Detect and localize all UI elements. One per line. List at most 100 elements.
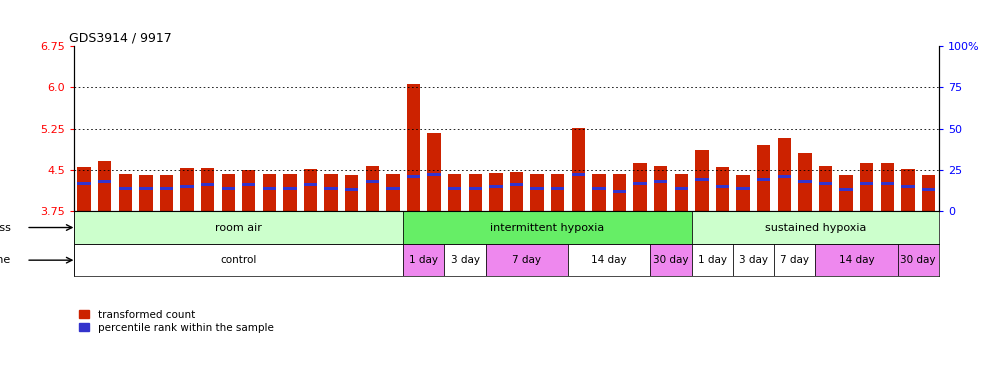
Bar bbox=[860, 182, 873, 185]
Bar bbox=[568, 244, 651, 276]
Bar bbox=[592, 187, 606, 190]
Text: intermittent hypoxia: intermittent hypoxia bbox=[491, 222, 605, 233]
Bar bbox=[159, 187, 173, 190]
Bar bbox=[572, 128, 585, 211]
Bar bbox=[839, 175, 853, 211]
Text: GDS3914 / 9917: GDS3914 / 9917 bbox=[70, 32, 172, 45]
Text: 7 day: 7 day bbox=[781, 255, 809, 265]
Bar bbox=[74, 244, 403, 276]
Bar bbox=[428, 173, 440, 176]
Bar bbox=[695, 149, 709, 211]
Bar bbox=[78, 167, 90, 211]
Bar bbox=[345, 175, 359, 211]
Bar bbox=[922, 188, 935, 191]
Text: 3 day: 3 day bbox=[450, 255, 480, 265]
Bar bbox=[221, 174, 235, 211]
Bar bbox=[531, 174, 544, 211]
Bar bbox=[881, 182, 894, 185]
Bar bbox=[469, 174, 482, 211]
Text: 1 day: 1 day bbox=[409, 255, 438, 265]
Bar bbox=[692, 244, 732, 276]
Bar bbox=[815, 244, 897, 276]
Bar bbox=[654, 166, 667, 211]
Bar bbox=[262, 187, 276, 190]
Text: sustained hypoxia: sustained hypoxia bbox=[765, 222, 866, 233]
Bar bbox=[486, 244, 568, 276]
Bar bbox=[159, 175, 173, 211]
Text: stress: stress bbox=[0, 222, 12, 233]
Bar bbox=[633, 182, 647, 185]
Bar bbox=[140, 175, 152, 211]
Bar bbox=[922, 175, 935, 211]
Bar bbox=[881, 163, 894, 211]
Text: 30 day: 30 day bbox=[900, 255, 936, 265]
Bar bbox=[674, 174, 688, 211]
Bar bbox=[74, 211, 403, 244]
Text: control: control bbox=[220, 255, 257, 265]
Bar bbox=[860, 163, 873, 211]
Text: 7 day: 7 day bbox=[512, 255, 542, 265]
Bar bbox=[736, 187, 750, 190]
Bar bbox=[774, 244, 815, 276]
Bar bbox=[221, 187, 235, 190]
Bar bbox=[242, 170, 256, 211]
Bar bbox=[403, 244, 444, 276]
Bar bbox=[839, 188, 853, 191]
Bar bbox=[651, 244, 692, 276]
Bar bbox=[572, 173, 585, 176]
Bar bbox=[798, 180, 812, 183]
Text: 3 day: 3 day bbox=[739, 255, 768, 265]
Bar bbox=[407, 175, 421, 178]
Bar bbox=[448, 174, 461, 211]
Bar bbox=[98, 161, 111, 211]
Bar bbox=[98, 180, 111, 183]
Bar bbox=[180, 168, 194, 211]
Bar bbox=[592, 174, 606, 211]
Bar bbox=[444, 244, 486, 276]
Bar bbox=[283, 187, 297, 190]
Bar bbox=[324, 187, 338, 190]
Bar bbox=[674, 187, 688, 190]
Bar bbox=[403, 211, 692, 244]
Bar bbox=[490, 173, 502, 211]
Bar bbox=[901, 185, 914, 188]
Text: 30 day: 30 day bbox=[654, 255, 689, 265]
Bar bbox=[510, 172, 523, 211]
Bar bbox=[180, 185, 194, 188]
Bar bbox=[819, 166, 833, 211]
Bar bbox=[119, 174, 132, 211]
Bar bbox=[428, 133, 440, 211]
Bar bbox=[551, 187, 564, 190]
Bar bbox=[119, 187, 132, 190]
Bar bbox=[757, 178, 771, 181]
Bar bbox=[324, 174, 338, 211]
Bar bbox=[304, 183, 318, 186]
Bar bbox=[531, 187, 544, 190]
Bar bbox=[819, 182, 833, 185]
Bar bbox=[716, 185, 729, 188]
Bar bbox=[510, 183, 523, 186]
Text: room air: room air bbox=[215, 222, 261, 233]
Bar bbox=[242, 183, 256, 186]
Bar bbox=[732, 244, 774, 276]
Text: 14 day: 14 day bbox=[838, 255, 874, 265]
Bar bbox=[407, 83, 421, 211]
Bar bbox=[201, 183, 214, 186]
Bar bbox=[757, 145, 771, 211]
Bar bbox=[345, 188, 359, 191]
Bar bbox=[654, 180, 667, 183]
Bar bbox=[551, 174, 564, 211]
Bar bbox=[262, 174, 276, 211]
Text: 1 day: 1 day bbox=[698, 255, 726, 265]
Bar bbox=[798, 153, 812, 211]
Bar bbox=[612, 174, 626, 211]
Bar bbox=[901, 169, 914, 211]
Bar bbox=[716, 167, 729, 211]
Bar bbox=[736, 175, 750, 211]
Bar bbox=[201, 168, 214, 211]
Text: 14 day: 14 day bbox=[592, 255, 627, 265]
Bar bbox=[695, 178, 709, 181]
Bar bbox=[366, 180, 379, 183]
Legend: transformed count, percentile rank within the sample: transformed count, percentile rank withi… bbox=[79, 310, 273, 333]
Bar bbox=[78, 182, 90, 185]
